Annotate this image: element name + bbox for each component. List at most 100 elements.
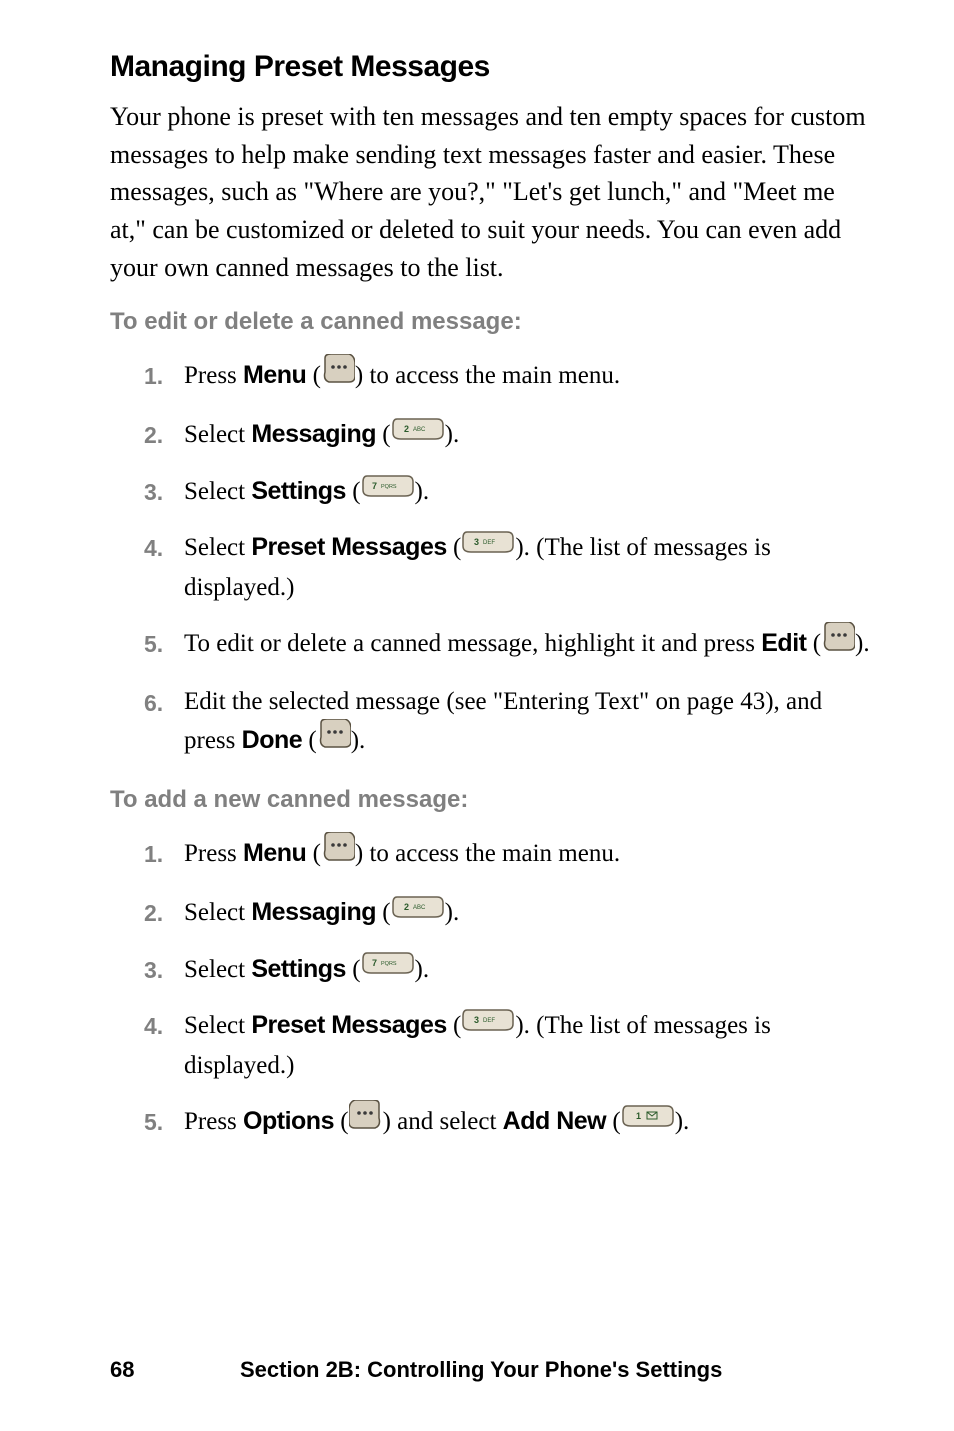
text-fragment: ( bbox=[447, 1012, 462, 1039]
preset-messages-label: Preset Messages bbox=[251, 533, 446, 561]
step-number: 5. bbox=[144, 624, 184, 663]
text-fragment: Select bbox=[184, 956, 251, 983]
page-heading: Managing Preset Messages bbox=[110, 50, 874, 84]
text-fragment: Select bbox=[184, 1012, 251, 1039]
messaging-label: Messaging bbox=[251, 420, 376, 448]
step-item: 3. Select Settings (7 PQRS). bbox=[144, 950, 874, 991]
step-item: 1. Press Menu () to access the main menu… bbox=[144, 356, 874, 399]
svg-text:2: 2 bbox=[404, 424, 409, 434]
step-item: 2. Select Messaging (2ABC). bbox=[144, 415, 874, 456]
svg-text:7: 7 bbox=[372, 958, 377, 968]
done-label: Done bbox=[242, 726, 303, 754]
svg-text:DEF: DEF bbox=[483, 540, 495, 546]
step-text: Press Options () and select Add New (1). bbox=[184, 1102, 874, 1145]
messaging-label: Messaging bbox=[251, 898, 376, 926]
edit-label: Edit bbox=[761, 629, 806, 657]
step-number: 5. bbox=[144, 1102, 184, 1141]
text-fragment: Select bbox=[184, 534, 251, 561]
key-1-icon: 1 bbox=[621, 1102, 675, 1141]
text-fragment: Press bbox=[184, 363, 243, 390]
text-fragment: ( bbox=[376, 421, 391, 448]
text-fragment: ( bbox=[346, 478, 361, 505]
text-fragment: Select bbox=[184, 478, 251, 505]
step-number: 2. bbox=[144, 415, 184, 454]
steps-list-1: 1. Press Menu ( ) to access the main menu… bbox=[110, 356, 874, 764]
softkey-left-icon bbox=[321, 354, 355, 397]
section-label: Section 2B: Controlling Your Phone's Set… bbox=[240, 1357, 722, 1382]
svg-text:3: 3 bbox=[474, 1015, 479, 1025]
svg-text:DEF: DEF bbox=[483, 1018, 495, 1024]
step-text: Edit the selected message (see "Entering… bbox=[184, 683, 874, 765]
step-text: Select Settings (7PQRS). bbox=[184, 472, 874, 513]
text-fragment: ) and select bbox=[383, 1108, 503, 1135]
svg-text:PQRS: PQRS bbox=[381, 961, 397, 967]
preset-messages-label: Preset Messages bbox=[251, 1011, 446, 1039]
key-3-icon: 3 DEF bbox=[461, 528, 515, 567]
text-fragment: To edit or delete a canned message, high… bbox=[184, 630, 761, 657]
page-footer: 68Section 2B: Controlling Your Phone's S… bbox=[110, 1357, 874, 1383]
text-fragment: ). bbox=[445, 421, 460, 448]
settings-label: Settings bbox=[251, 477, 346, 505]
step-number: 3. bbox=[144, 950, 184, 989]
step-item: 3. Select Settings (7PQRS). bbox=[144, 472, 874, 513]
step-item: 5. To edit or delete a canned message, h… bbox=[144, 624, 874, 667]
intro-paragraph: Your phone is preset with ten messages a… bbox=[110, 98, 874, 286]
step-number: 1. bbox=[144, 356, 184, 395]
key-2-icon: 2 ABC bbox=[391, 893, 445, 932]
menu-label: Menu bbox=[243, 839, 306, 867]
add-new-label: Add New bbox=[503, 1107, 606, 1135]
svg-text:3: 3 bbox=[474, 537, 479, 547]
text-fragment: ( bbox=[302, 727, 317, 754]
text-fragment: ). bbox=[675, 1108, 690, 1135]
step-number: 2. bbox=[144, 893, 184, 932]
step-item: 4. Select Preset Messages (3DEF). (The l… bbox=[144, 528, 874, 607]
text-fragment: ( bbox=[606, 1108, 621, 1135]
text-fragment: ). bbox=[445, 899, 460, 926]
svg-text:ABC: ABC bbox=[413, 905, 426, 911]
step-number: 4. bbox=[144, 1006, 184, 1045]
options-label: Options bbox=[243, 1107, 334, 1135]
step-text: Press Menu ( ) to access the main menu. bbox=[184, 834, 874, 877]
step-item: 5. Press Options () and select Add New (… bbox=[144, 1102, 874, 1145]
step-item: 2. Select Messaging (2ABC). bbox=[144, 893, 874, 934]
step-number: 6. bbox=[144, 683, 184, 722]
settings-label: Settings bbox=[251, 955, 346, 983]
softkey-left-icon bbox=[317, 719, 351, 762]
text-fragment: ( bbox=[334, 1108, 349, 1135]
text-fragment: ). bbox=[351, 727, 366, 754]
svg-text:2: 2 bbox=[404, 902, 409, 912]
text-fragment: ( bbox=[306, 840, 321, 867]
key-7-icon: 7 PQRS bbox=[361, 472, 415, 511]
text-fragment: ( bbox=[447, 534, 462, 561]
step-text: Select Preset Messages (3DEF). (The list… bbox=[184, 1006, 874, 1085]
text-fragment: ( bbox=[346, 956, 361, 983]
text-fragment: ( bbox=[806, 630, 821, 657]
softkey-right-icon bbox=[349, 1100, 383, 1143]
step-number: 1. bbox=[144, 834, 184, 873]
svg-text:PQRS: PQRS bbox=[381, 484, 397, 490]
step-text: Select Messaging (2ABC). bbox=[184, 893, 874, 934]
step-number: 4. bbox=[144, 528, 184, 567]
step-text: Select Settings (7 PQRS). bbox=[184, 950, 874, 991]
text-fragment: ). bbox=[415, 956, 430, 983]
menu-label: Menu bbox=[243, 362, 306, 390]
svg-text:7: 7 bbox=[372, 481, 377, 491]
page-number: 68 bbox=[110, 1357, 240, 1383]
softkey-left-icon bbox=[821, 622, 855, 665]
step-text: To edit or delete a canned message, high… bbox=[184, 624, 874, 667]
key-7-icon: 7 PQRS bbox=[361, 949, 415, 988]
step-text: Select Preset Messages (3DEF). (The list… bbox=[184, 528, 874, 607]
text-fragment: ) to access the main menu. bbox=[355, 363, 620, 390]
step-text: Select Messaging (2ABC). bbox=[184, 415, 874, 456]
step-number: 3. bbox=[144, 472, 184, 511]
key-3-icon: 3 DEF bbox=[461, 1006, 515, 1045]
softkey-left-icon bbox=[321, 832, 355, 875]
step-item: 1. Press Menu ( ) to access the main menu… bbox=[144, 834, 874, 877]
text-fragment: ) to access the main menu. bbox=[355, 840, 620, 867]
text-fragment: ). bbox=[855, 630, 870, 657]
svg-text:ABC: ABC bbox=[413, 427, 426, 433]
section2-title: To add a new canned message: bbox=[110, 786, 874, 814]
text-fragment: Press bbox=[184, 840, 243, 867]
steps-list-2: 1. Press Menu ( ) to access the main menu… bbox=[110, 834, 874, 1144]
step-item: 4. Select Preset Messages (3DEF). (The l… bbox=[144, 1006, 874, 1085]
